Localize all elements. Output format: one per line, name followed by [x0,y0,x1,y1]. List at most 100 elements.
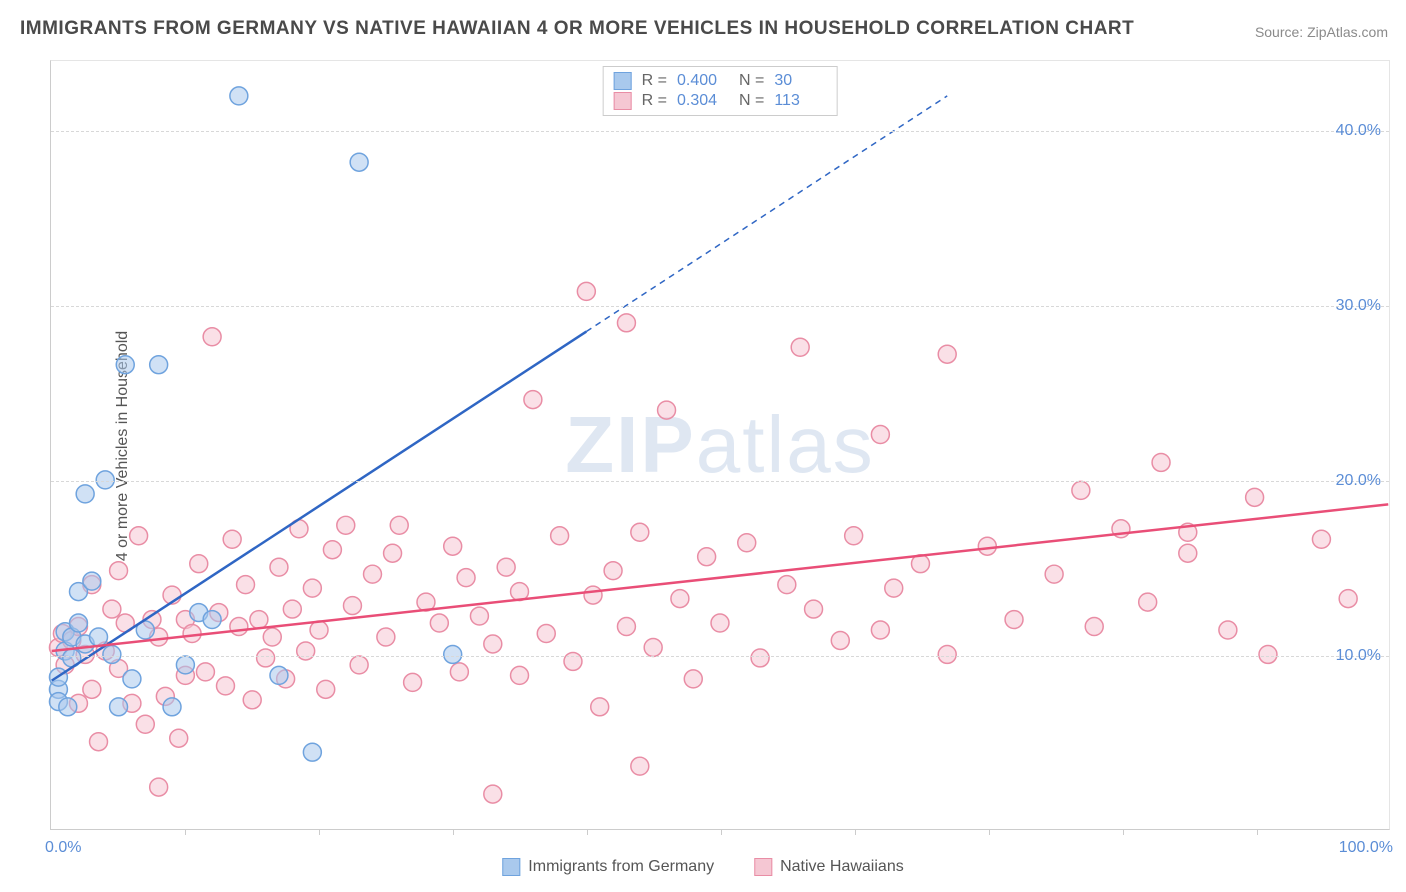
scatter-point [1085,618,1103,636]
gridline-horizontal [51,481,1389,482]
scatter-point [337,516,355,534]
scatter-point [404,673,422,691]
scatter-point [203,611,221,629]
scatter-point [631,757,649,775]
scatter-point [136,715,154,733]
scatter-point [263,628,281,646]
chart-plot-area: ZIPatlas R = 0.400 N = 30 R = 0.304 N = … [50,60,1390,830]
legend-item-series2: Native Hawaiians [754,858,904,876]
scatter-point [644,638,662,656]
scatter-point [711,614,729,632]
scatter-point [551,527,569,545]
scatter-point [738,534,756,552]
scatter-point [484,785,502,803]
scatter-point [430,614,448,632]
scatter-point [377,628,395,646]
scatter-point [96,471,114,489]
scatter-point [364,565,382,583]
scatter-point [323,541,341,559]
scatter-point [203,328,221,346]
x-tick-mark [1257,829,1258,835]
gridline-horizontal [51,306,1389,307]
gridline-horizontal [51,131,1389,132]
scatter-point [885,579,903,597]
legend-swatch-bottom-1 [502,858,520,876]
x-tick-mark [185,829,186,835]
scatter-point [684,670,702,688]
scatter-point [343,597,361,615]
scatter-point [103,645,121,663]
scatter-point [444,537,462,555]
scatter-point [617,618,635,636]
y-tick-label: 40.0% [1336,122,1381,140]
scatter-point [1339,590,1357,608]
scatter-point [317,680,335,698]
x-tick-mark [319,829,320,835]
scatter-svg [51,61,1389,829]
scatter-point [591,698,609,716]
series-legend: Immigrants from Germany Native Hawaiians [502,858,903,876]
scatter-point [270,666,288,684]
scatter-point [90,628,108,646]
legend-swatch-bottom-2 [754,858,772,876]
scatter-point [537,625,555,643]
scatter-point [230,87,248,105]
scatter-point [83,680,101,698]
scatter-point [470,607,488,625]
scatter-point [511,666,529,684]
gridline-horizontal [51,656,1389,657]
scatter-point [257,649,275,667]
scatter-point [658,401,676,419]
scatter-point [217,677,235,695]
scatter-point [457,569,475,587]
scatter-point [1139,593,1157,611]
source-attribution: Source: ZipAtlas.com [1255,24,1388,40]
scatter-point [871,426,889,444]
scatter-point [83,572,101,590]
scatter-point [190,555,208,573]
scatter-point [116,356,134,374]
x-tick-mark [855,829,856,835]
scatter-point [176,656,194,674]
scatter-point [444,645,462,663]
scatter-point [450,663,468,681]
y-tick-label: 30.0% [1336,297,1381,315]
scatter-point [751,649,769,667]
scatter-point [230,618,248,636]
scatter-point [631,523,649,541]
scatter-point [103,600,121,618]
legend-label-series1: Immigrants from Germany [528,858,714,876]
scatter-point [524,391,542,409]
scatter-point [223,530,241,548]
scatter-point [150,778,168,796]
scatter-point [1152,453,1170,471]
scatter-point [123,670,141,688]
legend-item-series1: Immigrants from Germany [502,858,714,876]
scatter-point [778,576,796,594]
scatter-point [1005,611,1023,629]
scatter-point [350,656,368,674]
chart-title: IMMIGRANTS FROM GERMANY VS NATIVE HAWAII… [20,18,1134,40]
x-tick-mark [721,829,722,835]
scatter-point [1312,530,1330,548]
scatter-point [871,621,889,639]
scatter-point [163,698,181,716]
scatter-point [170,729,188,747]
scatter-point [310,621,328,639]
scatter-point [604,562,622,580]
x-tick-mark [989,829,990,835]
scatter-point [59,698,77,716]
scatter-point [671,590,689,608]
scatter-point [110,562,128,580]
scatter-point [577,282,595,300]
scatter-point [1179,544,1197,562]
scatter-point [1259,645,1277,663]
scatter-point [243,691,261,709]
scatter-point [1072,481,1090,499]
scatter-point [69,614,87,632]
scatter-point [270,558,288,576]
x-tick-mark [453,829,454,835]
scatter-point [183,625,201,643]
x-tick-mark [587,829,588,835]
scatter-point [831,632,849,650]
